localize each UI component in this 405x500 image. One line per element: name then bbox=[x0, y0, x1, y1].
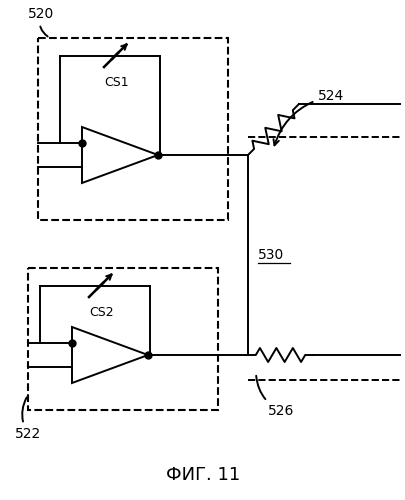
Text: 526: 526 bbox=[256, 376, 294, 418]
Text: 520: 520 bbox=[28, 7, 54, 36]
Text: 522: 522 bbox=[15, 398, 41, 441]
Text: CS1: CS1 bbox=[104, 76, 129, 89]
Text: ФИГ. 11: ФИГ. 11 bbox=[166, 466, 239, 484]
Text: 524: 524 bbox=[273, 89, 343, 146]
Text: 530: 530 bbox=[257, 248, 284, 262]
Text: CS2: CS2 bbox=[90, 306, 114, 319]
